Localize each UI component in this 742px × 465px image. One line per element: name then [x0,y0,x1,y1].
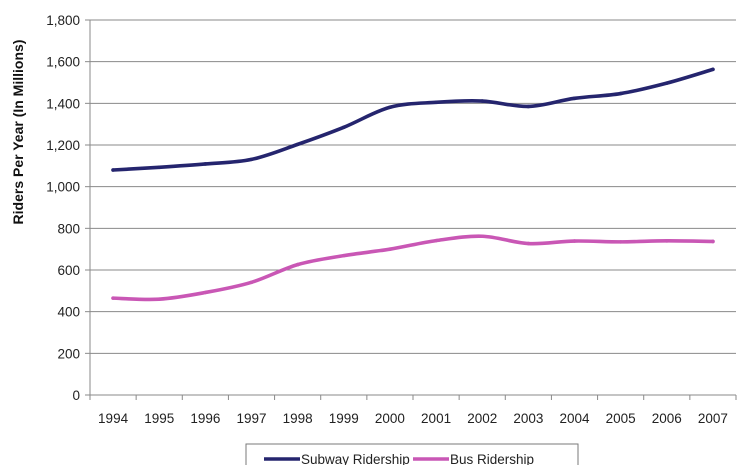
subway-ridership-point [203,162,208,166]
bus-ridership-point [341,253,346,258]
subway-ridership-point [434,100,438,105]
bus-ridership-line [111,234,715,302]
subway-ridership-point [295,142,300,147]
axes [89,20,736,396]
x-tick-label: 2001 [421,411,451,426]
subway-ridership-line [111,67,715,172]
x-tick-label: 2004 [559,411,590,426]
y-tick-label: 800 [57,221,80,236]
x-tick-label: 1998 [283,411,313,426]
legend-label-subway-ridership: Subway Ridership [301,452,410,465]
x-tick-label: 2005 [606,411,636,426]
bus-ridership-point [388,247,392,251]
subway-ridership-point [341,125,346,130]
subway-ridership-point [618,91,623,96]
y-tick-label: 200 [57,346,80,361]
bus-ridership-point [203,290,208,295]
x-tick-label: 2000 [375,411,405,426]
y-axis-label: Riders Per Year (In Millions) [10,40,26,225]
bus-ridership-point [618,240,623,244]
bus-ridership-point [664,239,669,243]
y-tick-labels: 0 200 400 600 800 1,000 1,200 1,400 1,600 1,800 [46,13,90,403]
legend: Subway Ridership Bus Ridership [245,443,579,465]
subway-ridership-point [526,104,531,109]
y-tick-label: 600 [57,263,80,278]
x-tick-label: 1995 [144,411,174,426]
subway-ridership-point [711,67,715,72]
y-tick-label: 0 [72,388,80,403]
x-tick-label: 1996 [190,411,220,426]
gridlines [90,19,736,354]
series-lines [111,67,715,302]
subway-ridership-point [157,165,162,170]
subway-ridership-point [664,81,669,85]
x-tick-label: 1999 [329,411,359,426]
bus-ridership-point [249,280,254,285]
subway-ridership-point [249,157,254,162]
bus-ridership-point [480,234,485,239]
bus-ridership-point [295,262,300,267]
bus-ridership-point [572,239,577,243]
bus-ridership-point [434,238,438,243]
bus-ridership-point [111,296,115,300]
x-tick-label: 1994 [98,411,129,426]
subway-ridership-point [111,168,115,172]
x-tick-label: 2003 [513,411,543,426]
bus-ridership-point [157,297,162,301]
y-tick-label: 1,400 [46,96,80,111]
y-tick-label: 1,200 [46,138,80,153]
bus-ridership-point [526,241,531,246]
x-tick-labels: 1994 1995 1996 1997 1998 1999 2000 2001 2002 2003… [89,395,737,426]
x-tick-label: 2006 [652,411,682,426]
x-tick-label: 2007 [698,411,728,426]
legend-label-bus-ridership: Bus Ridership [450,452,534,465]
bus-ridership-point [711,239,715,244]
subway-ridership-point [388,105,392,110]
legend-box [245,443,579,465]
y-tick-label: 1,000 [46,180,80,195]
x-tick-label: 2002 [467,411,497,426]
y-tick-label: 400 [57,305,80,320]
subway-ridership-point [572,96,577,101]
x-tick-label: 1997 [236,411,266,426]
y-tick-label: 1,600 [46,55,80,70]
subway-ridership-point [480,99,485,103]
y-tick-label: 1,800 [46,13,80,28]
